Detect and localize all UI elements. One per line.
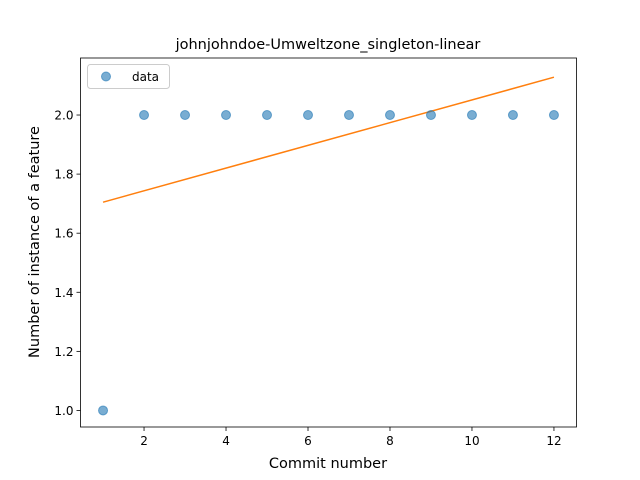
- y-tick-label: 1.2: [54, 345, 73, 359]
- x-tick-label: 12: [546, 434, 561, 448]
- data-marks: [98, 76, 559, 416]
- legend-marker-data: [101, 71, 111, 82]
- data-point: [262, 110, 273, 121]
- x-tick-label: 4: [222, 434, 230, 448]
- y-tick-label: 1.6: [54, 227, 73, 241]
- data-point: [466, 110, 477, 121]
- data-point: [139, 110, 150, 121]
- data-point: [180, 110, 191, 121]
- y-tick-label: 1.4: [54, 286, 73, 300]
- x-tick-label: 2: [140, 434, 148, 448]
- data-point: [425, 110, 436, 121]
- chart-title: johnjohndoe-Umweltzone_singleton-linear: [175, 37, 481, 53]
- y-tick-label: 1.8: [54, 168, 73, 182]
- data-point: [221, 110, 232, 121]
- data-point: [343, 110, 354, 121]
- legend: data: [87, 64, 170, 89]
- data-point: [507, 110, 518, 121]
- x-tick-label: 10: [464, 434, 479, 448]
- y-tick-label: 1.0: [54, 404, 73, 418]
- x-tick-label: 6: [304, 434, 312, 448]
- y-axis-label: Number of instance of a feature: [27, 126, 43, 358]
- x-axis-label: Commit number: [269, 456, 387, 472]
- data-point: [384, 110, 395, 121]
- x-axis-ticks: 2 4 6 8 10 12: [140, 427, 562, 448]
- legend-box: [87, 64, 170, 89]
- plot-frame: [80, 57, 577, 428]
- data-point: [98, 405, 109, 416]
- y-axis-ticks: 1.0 1.2 1.4 1.6 1.8 2.0: [54, 109, 81, 418]
- data-point: [303, 110, 314, 121]
- data-point: [548, 110, 559, 121]
- fit-line: [102, 76, 555, 203]
- y-tick-label: 2.0: [54, 109, 73, 123]
- legend-label-data: data: [132, 70, 159, 84]
- x-tick-label: 8: [386, 434, 394, 448]
